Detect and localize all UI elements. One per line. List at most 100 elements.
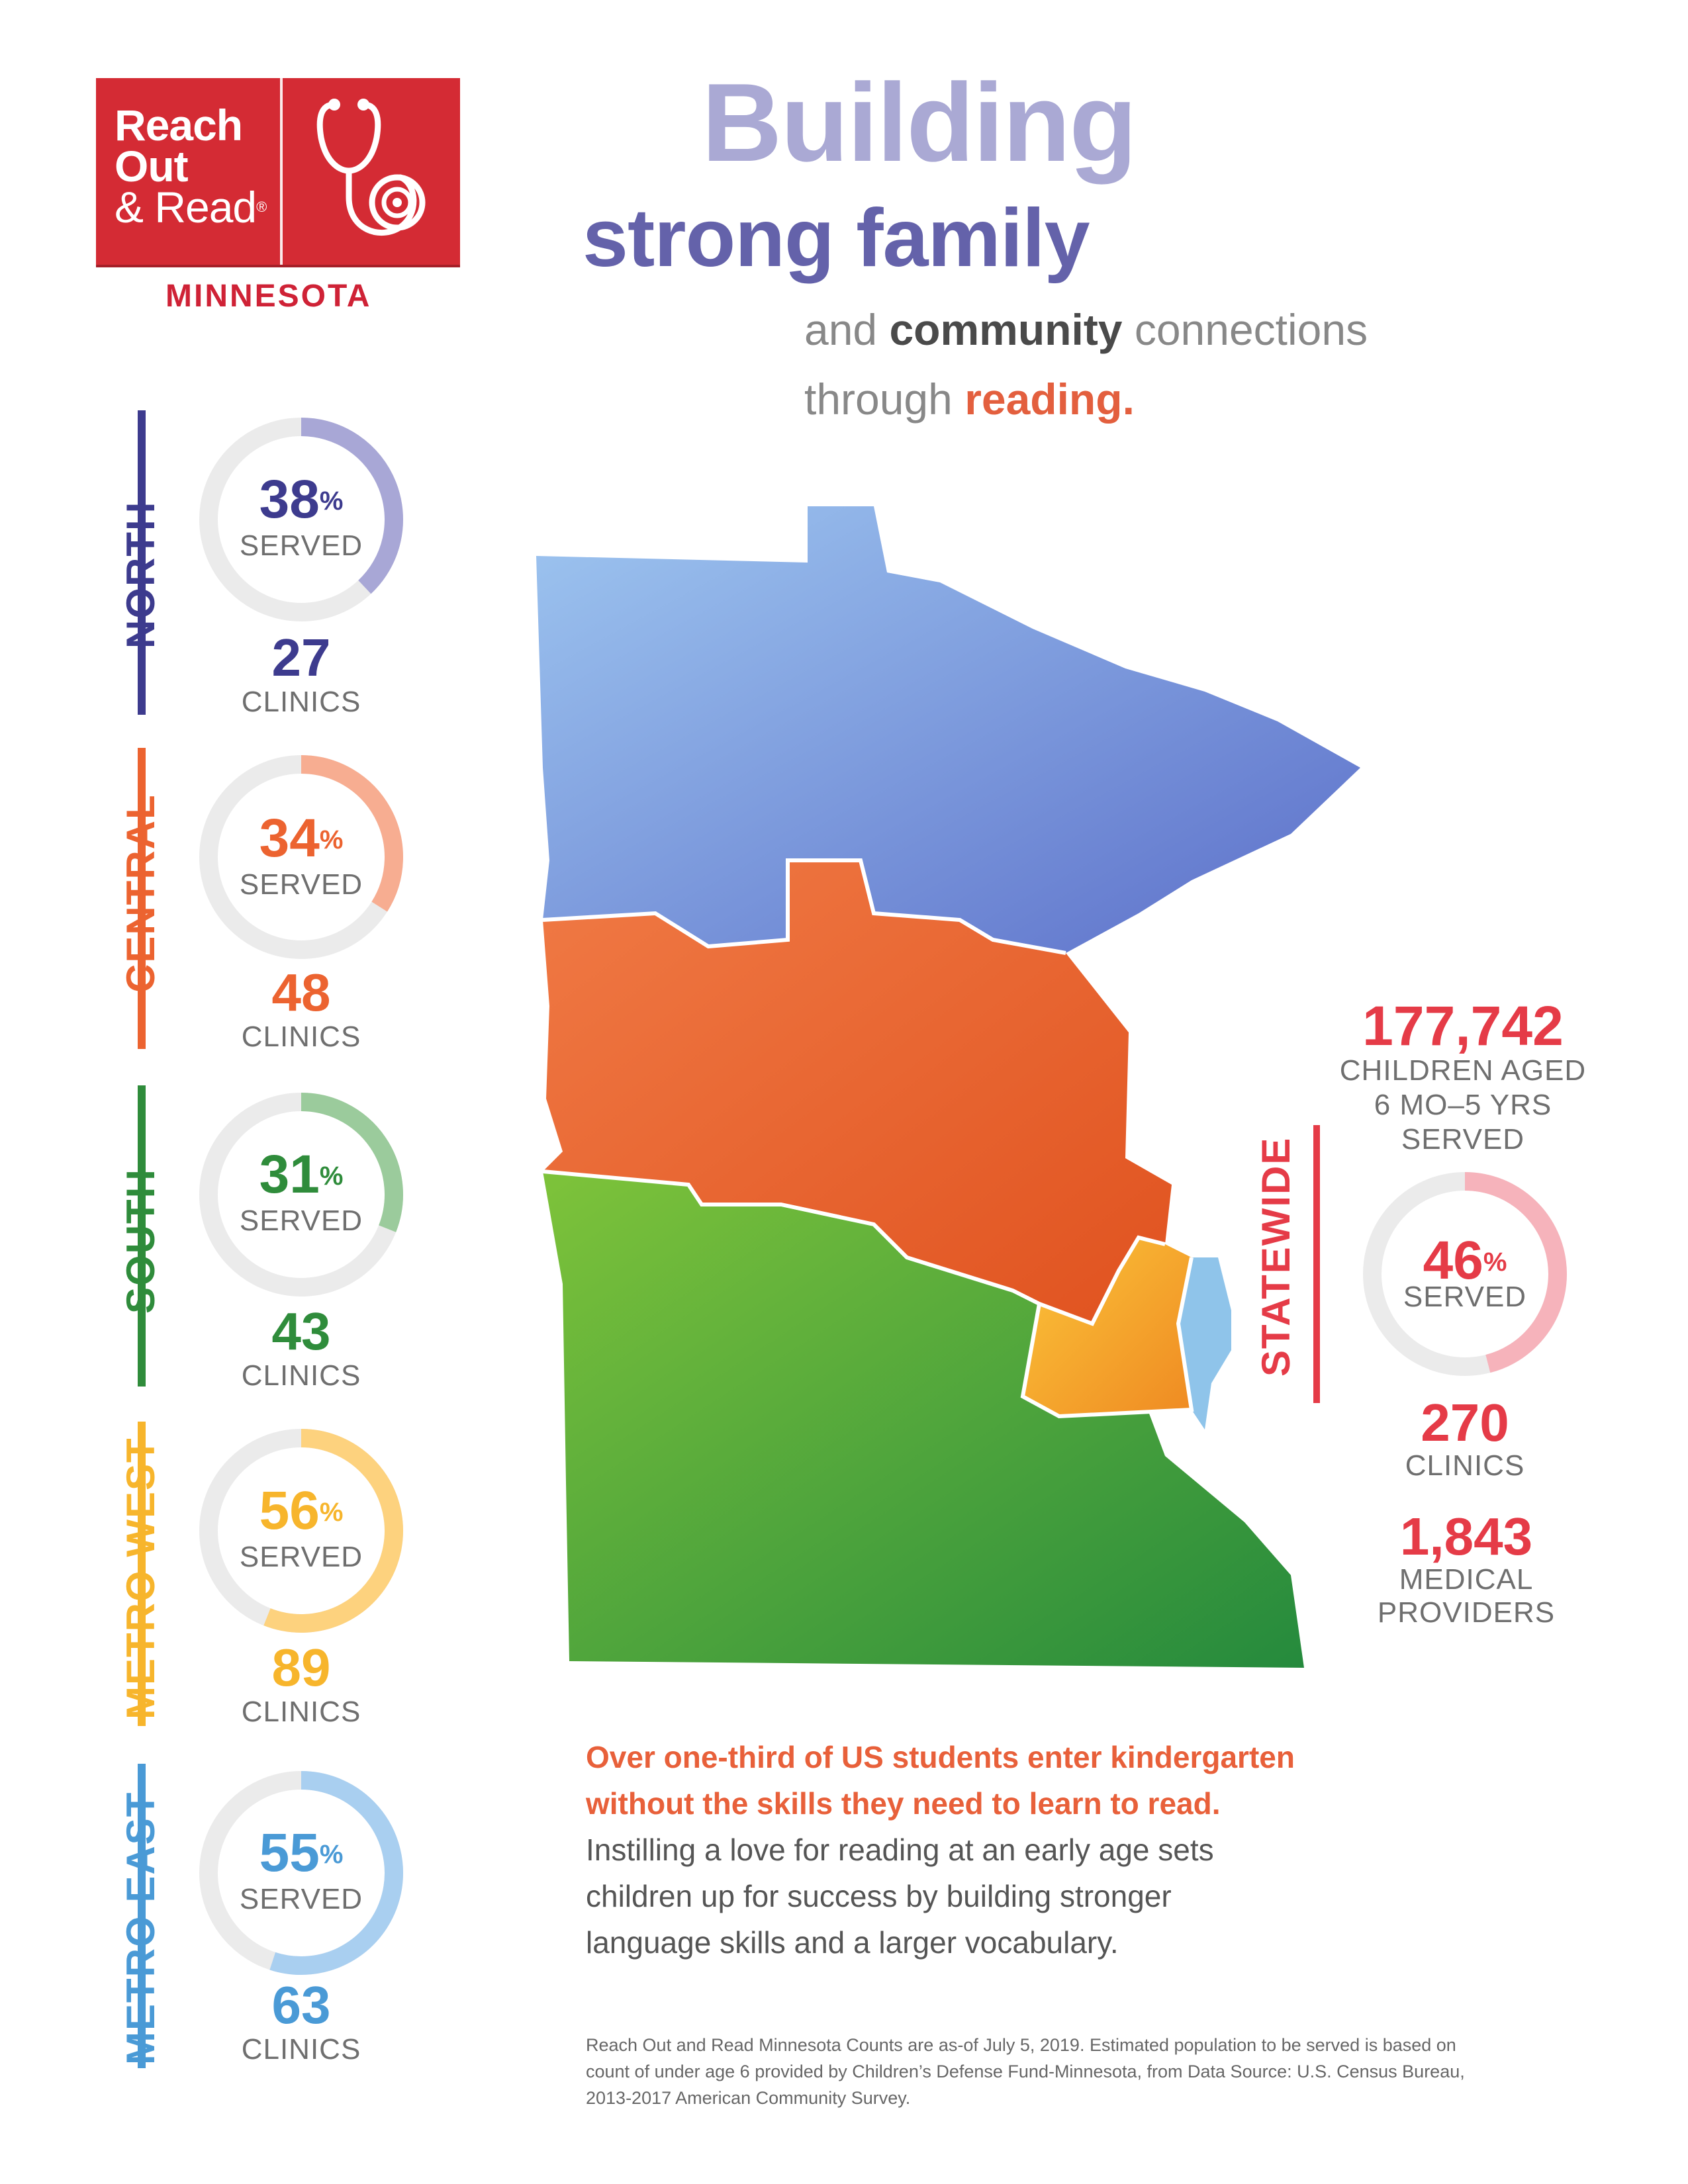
region-label-metro-west: METRO WEST — [118, 1437, 163, 1719]
percent-central: 34% — [192, 809, 410, 868]
donut-arc — [1464, 1172, 1567, 1373]
donut-arc — [269, 1771, 403, 1975]
percent-value-metro-east: 55 — [259, 1823, 320, 1883]
footnote-line-1: Reach Out and Read Minnesota Counts are … — [586, 2035, 1456, 2055]
served-label-north: SERVED — [239, 529, 363, 562]
clinics-count-statewide: 270 — [1421, 1393, 1509, 1452]
percent-value-metro-west: 56 — [259, 1480, 320, 1541]
served-label-statewide: SERVED — [1403, 1281, 1527, 1313]
providers-label-line-2: PROVIDERS — [1377, 1596, 1556, 1629]
logo-badge — [96, 78, 460, 265]
donut-arc — [301, 1093, 403, 1232]
donut-arc — [263, 1429, 403, 1633]
clinics-count-metro-west: 89 — [271, 1638, 331, 1697]
region-bar-south — [138, 1085, 146, 1387]
logo-line-2: Out — [115, 142, 189, 191]
footnote-line-2: count of under age 6 provided by Childre… — [586, 2062, 1465, 2081]
percent-sign-metro-east: % — [319, 1840, 344, 1869]
minnesota-region-map — [536, 506, 1360, 1668]
donut-metro-east — [199, 1771, 403, 1975]
served-label-south: SERVED — [239, 1205, 363, 1237]
providers-count-statewide: 1,843 — [1399, 1507, 1533, 1566]
map-region-south — [543, 1171, 1304, 1668]
headline-line3-pre: and — [804, 305, 890, 354]
clinics-count-central: 48 — [271, 963, 331, 1022]
clinics-label-statewide: CLINICS — [1405, 1449, 1525, 1482]
registered-mark: ® — [256, 199, 267, 215]
body-highlight-line-1: Over one-third of US students enter kind… — [586, 1740, 1295, 1774]
percent-sign-south: % — [319, 1161, 344, 1191]
percent-sign-metro-west: % — [319, 1498, 344, 1527]
body-text-line-2: children up for success by building stro… — [586, 1879, 1172, 1913]
logo-wordmark: Reach Out & Read® — [115, 101, 267, 229]
donut-north — [199, 418, 403, 621]
served-label-central: SERVED — [239, 868, 363, 901]
body-text-line-1: Instilling a love for reading at an earl… — [586, 1833, 1214, 1867]
percent-value-statewide: 46 — [1423, 1230, 1483, 1291]
region-bar-north — [138, 410, 146, 715]
body-text: Instilling a love for reading at an earl… — [586, 1827, 1393, 1966]
percent-sign-statewide: % — [1483, 1248, 1507, 1277]
clinics-label-central: CLINICS — [241, 1021, 361, 1053]
children-label-line-2: 6 MO–5 YRS — [1374, 1089, 1552, 1121]
donut-south — [199, 1093, 403, 1297]
clinics-label-north: CLINICS — [241, 686, 361, 718]
region-label-metro-east: METRO EAST — [118, 1791, 163, 2065]
body-text-line-3: language skills and a larger vocabulary. — [586, 1925, 1119, 1960]
clinics-label-metro-east: CLINICS — [241, 2033, 361, 2066]
body-highlight: Over one-third of US students enter kind… — [586, 1734, 1393, 1827]
logo-divider — [280, 78, 283, 265]
percent-value-south: 31 — [259, 1144, 320, 1205]
percent-south: 31% — [192, 1145, 410, 1205]
logo-line-1: Reach — [115, 101, 243, 150]
headline-reading: reading. — [964, 375, 1135, 424]
headline-line3-post: connections — [1122, 305, 1368, 354]
statewide-children-label: CHILDREN AGED 6 MO–5 YRS SERVED — [1311, 1054, 1615, 1157]
donut-central — [199, 755, 403, 959]
region-bar-metro-east — [138, 1764, 146, 2068]
region-bar-metro-west — [138, 1422, 146, 1726]
percent-north: 38% — [192, 470, 410, 529]
percent-value-central: 34 — [259, 808, 320, 868]
headline-line4-pre: through — [804, 375, 965, 424]
percent-metro-east: 55% — [192, 1823, 410, 1883]
footnote-line-3: 2013-2017 American Community Survey. — [586, 2088, 911, 2108]
logo-line-3: & Read — [115, 183, 257, 232]
footnote: Reach Out and Read Minnesota Counts are … — [586, 2032, 1513, 2111]
statewide-children-count: 177,742 — [1362, 995, 1564, 1057]
served-label-metro-west: SERVED — [239, 1541, 363, 1573]
donut-arc — [301, 418, 403, 594]
served-label-metro-east: SERVED — [239, 1883, 363, 1915]
providers-label-statewide: MEDICAL PROVIDERS — [1324, 1563, 1609, 1629]
percent-metro-west: 56% — [192, 1481, 410, 1541]
donut-statewide — [1363, 1172, 1567, 1376]
map-region-metro-east — [1178, 1257, 1231, 1430]
providers-label-line-1: MEDICAL — [1399, 1563, 1534, 1596]
donut-arc — [301, 755, 403, 912]
logo-state-name: MINNESOTA — [165, 279, 372, 314]
map-region-metro-west — [1023, 1238, 1192, 1416]
percent-sign-north: % — [319, 486, 344, 516]
statewide-label: STATEWIDE — [1254, 1136, 1298, 1377]
children-label-line-1: CHILDREN AGED — [1339, 1054, 1587, 1087]
headline-line-3: and community connections — [804, 303, 1368, 356]
headline-line-4: through reading. — [804, 373, 1135, 426]
headline-community: community — [889, 305, 1123, 354]
region-bar-central — [138, 748, 146, 1049]
map-region-central — [543, 860, 1172, 1324]
region-label-south: SOUTH — [118, 1168, 163, 1314]
logo: Reach Out & Read® — [96, 78, 460, 265]
clinics-label-metro-west: CLINICS — [241, 1696, 361, 1728]
donut-metro-west — [199, 1429, 403, 1633]
percent-sign-central: % — [319, 825, 344, 854]
clinics-count-north: 27 — [271, 628, 331, 687]
stethoscope-icon — [316, 99, 426, 236]
region-label-north: NORTH — [118, 500, 163, 649]
map-region-north — [536, 506, 1360, 953]
children-label-line-3: SERVED — [1401, 1123, 1525, 1156]
percent-value-north: 38 — [259, 469, 320, 529]
region-label-central: CENTRAL — [118, 794, 163, 993]
clinics-label-south: CLINICS — [241, 1359, 361, 1392]
headline-strong-family: strong family — [583, 193, 1090, 284]
statewide-bar — [1313, 1125, 1320, 1403]
